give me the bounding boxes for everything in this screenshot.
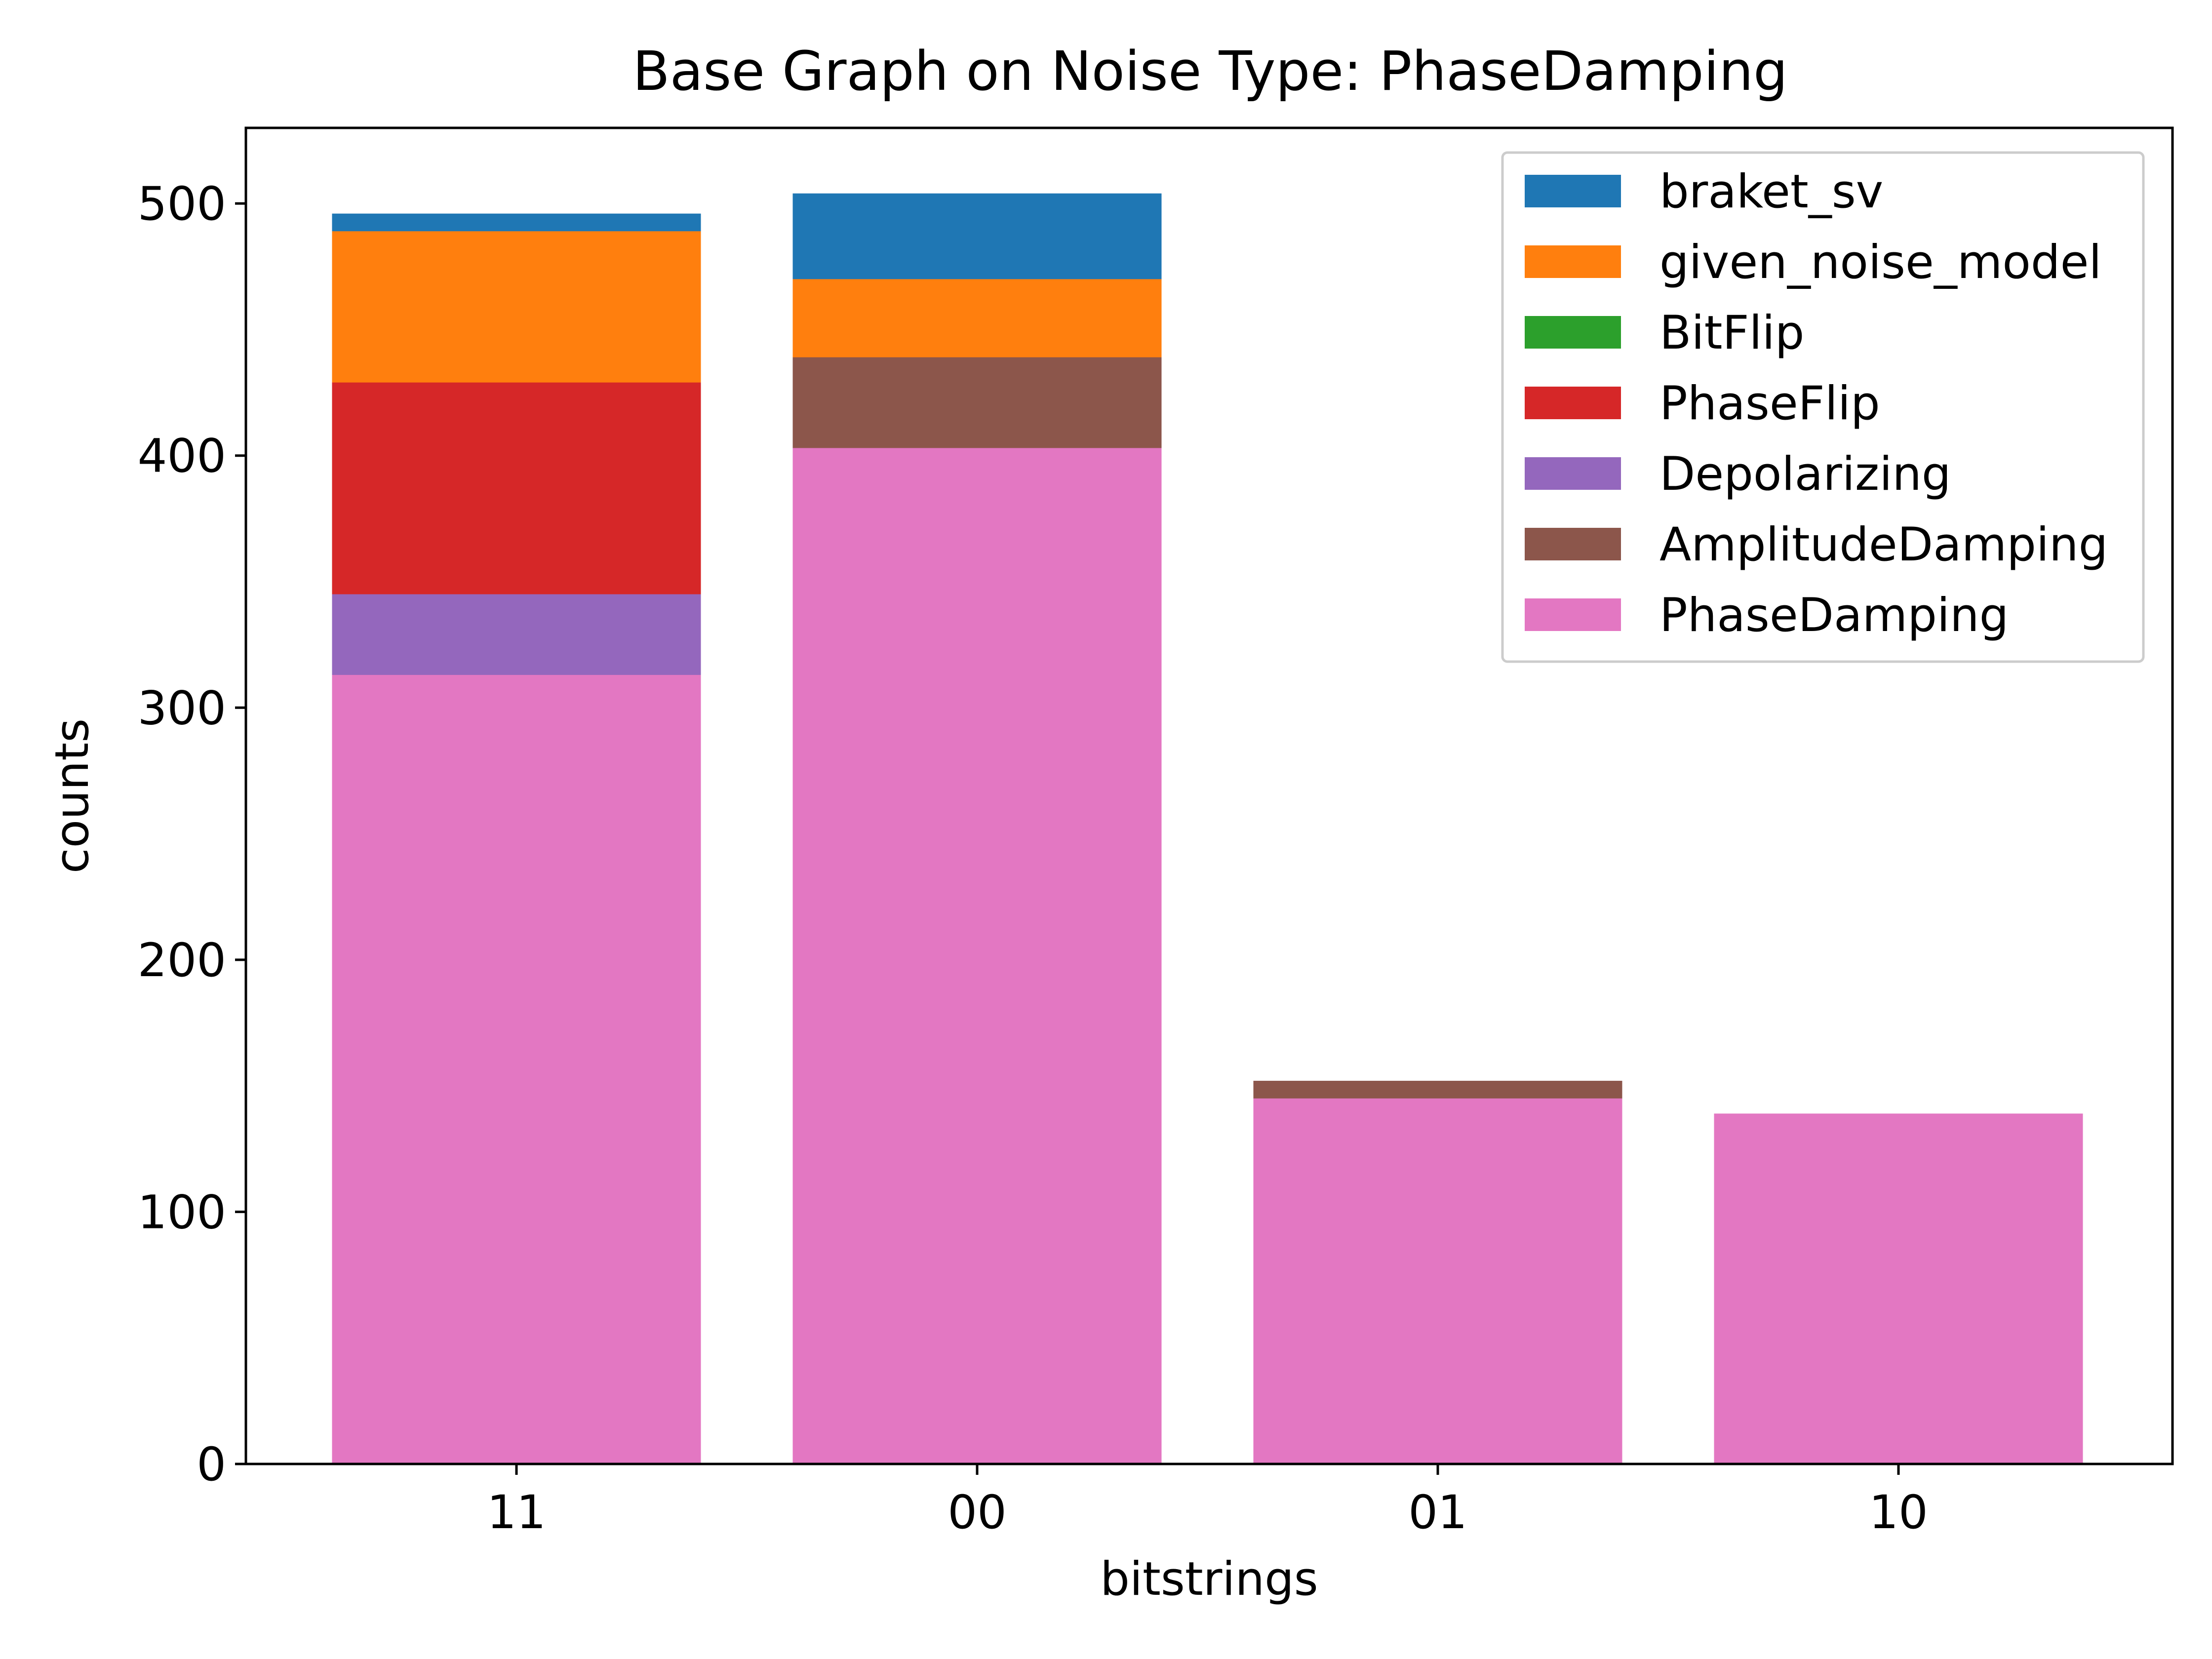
- x-tick-label: 11: [487, 1486, 546, 1540]
- legend-box: [1501, 151, 2145, 663]
- y-axis: 0 100 200 300 400 500: [138, 177, 246, 1492]
- legend-label-PhaseFlip: PhaseFlip: [1659, 377, 1880, 431]
- plot-frame: [244, 126, 2174, 1465]
- legend-swatch-given_noise_model: [1525, 245, 1621, 278]
- y-tick-label: 400: [138, 430, 226, 483]
- bar-PhaseDamping-10: [1714, 1113, 2083, 1464]
- y-tick-label: 200: [138, 934, 226, 988]
- x-axis: 11 00 01 10: [487, 1464, 1928, 1540]
- legend-swatch-PhaseFlip: [1525, 387, 1621, 419]
- y-tick-label: 300: [138, 681, 226, 735]
- y-axis-label: counts: [45, 718, 99, 873]
- legend-swatch-braket_sv: [1525, 175, 1621, 207]
- chart-title: Base Graph on Noise Type: PhaseDamping: [632, 40, 1788, 103]
- bar-PhaseDamping-01: [1253, 1098, 1622, 1464]
- y-tick-label: 100: [138, 1185, 226, 1239]
- bar-PhaseDamping-00: [792, 448, 1162, 1464]
- x-axis-label: bitstrings: [1100, 1552, 1318, 1606]
- bar-PhaseDamping-11: [332, 674, 701, 1464]
- legend-swatch-AmplitudeDamping: [1525, 528, 1621, 560]
- legend-label-AmplitudeDamping: AmplitudeDamping: [1659, 518, 2108, 572]
- legend-swatch-PhaseDamping: [1525, 598, 1621, 631]
- y-tick-label: 500: [138, 177, 226, 231]
- legend-label-PhaseDamping: PhaseDamping: [1659, 589, 2009, 642]
- x-tick-label: 00: [948, 1486, 1007, 1540]
- legend-label-given_noise_model: given_noise_model: [1659, 236, 2102, 289]
- legend-label-braket_sv: braket_sv: [1659, 165, 1883, 219]
- x-tick-label: 10: [1869, 1486, 1928, 1540]
- legend-label-Depolarizing: Depolarizing: [1659, 447, 1951, 501]
- legend: braket_sv given_noise_model BitFlip PhaseFl…: [1501, 151, 2145, 663]
- bars: [332, 193, 2083, 1464]
- legend-label-BitFlip: BitFlip: [1659, 306, 1804, 360]
- x-tick-label: 01: [1408, 1486, 1467, 1540]
- legend-swatch-BitFlip: [1525, 316, 1621, 349]
- y-tick-label: 0: [197, 1438, 226, 1492]
- legend-swatch-Depolarizing: [1525, 457, 1621, 490]
